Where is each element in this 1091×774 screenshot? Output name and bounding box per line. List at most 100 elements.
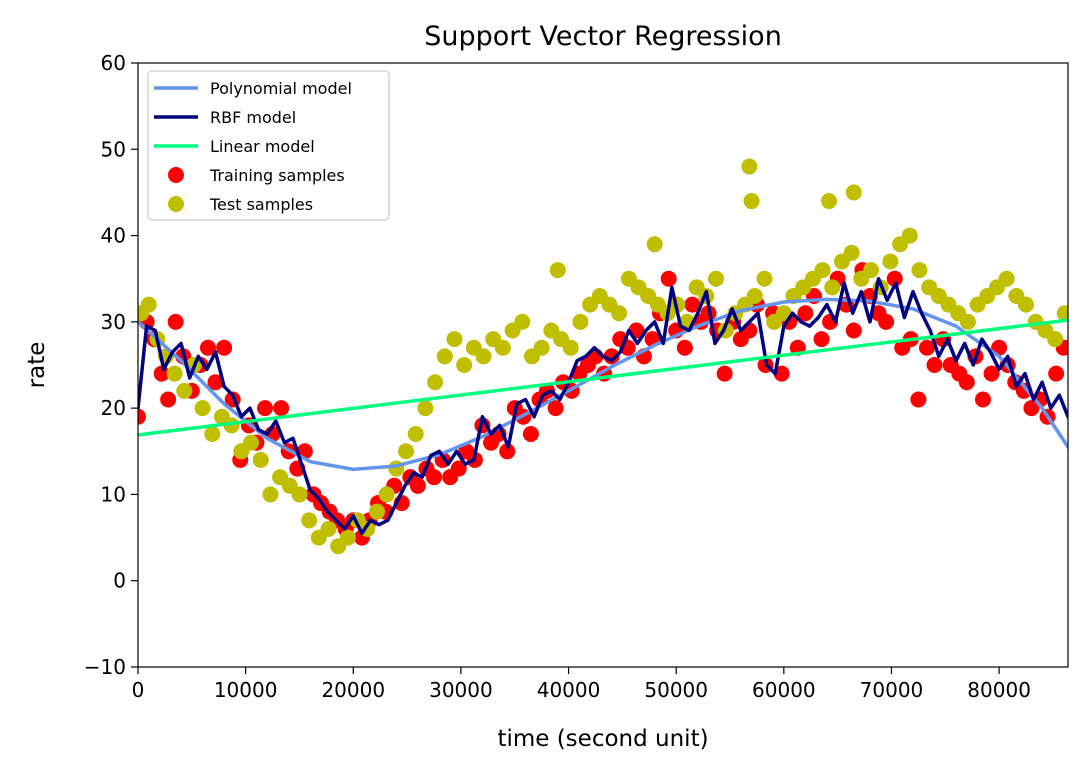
polynomial-model-line — [138, 297, 1068, 472]
x-axis-ticks: 0 10000 20000 30000 40000 50000 60000 70000 8000… — [132, 667, 1031, 702]
y-tick-label: 0 — [113, 569, 126, 593]
training-samples-point — [1048, 365, 1065, 382]
test-samples-point — [562, 339, 579, 356]
training-samples-point — [958, 374, 975, 391]
test-samples-point — [646, 236, 663, 253]
test-samples-point — [339, 529, 356, 546]
training-samples-point — [676, 339, 693, 356]
training-samples-point — [910, 391, 927, 408]
test-samples-point — [475, 348, 492, 365]
test-samples-point — [378, 486, 395, 503]
legend-entry-label: Polynomial model — [210, 79, 352, 98]
test-samples-point — [1018, 296, 1035, 313]
training-samples-point — [499, 443, 516, 460]
test-samples-point — [824, 279, 841, 296]
legend-box — [147, 70, 390, 221]
test-samples-point — [456, 357, 473, 373]
test-samples-point — [262, 486, 279, 503]
test-samples-point — [1056, 305, 1068, 322]
training-samples-point — [878, 313, 895, 330]
test-samples-point — [398, 443, 415, 460]
training-samples-point — [845, 322, 862, 339]
y-tick-label: 20 — [101, 396, 126, 420]
test-samples-point — [427, 374, 444, 391]
test-samples-point — [194, 400, 211, 417]
x-tick-label: 30000 — [429, 678, 493, 702]
training-samples-point — [974, 391, 991, 408]
test-samples-point — [708, 270, 725, 287]
test-samples-point — [514, 313, 531, 330]
test-samples-series — [138, 158, 1068, 555]
x-tick-label: 70000 — [860, 678, 924, 702]
x-tick-label: 0 — [132, 678, 145, 702]
training-samples-point — [160, 391, 177, 408]
training-samples-point — [216, 339, 233, 356]
training-samples-point — [660, 270, 677, 287]
test-samples-point — [301, 512, 318, 529]
chart-title: Support Vector Regression — [424, 21, 782, 52]
test-samples-point — [417, 400, 434, 417]
x-axis-label: time (second unit) — [497, 726, 708, 752]
test-samples-point — [140, 296, 157, 313]
test-samples-legend-swatch — [168, 196, 184, 212]
test-samples-point — [746, 287, 763, 304]
test-samples-point — [572, 313, 589, 330]
test-samples-point — [901, 227, 918, 244]
test-samples-point — [1047, 331, 1064, 348]
y-tick-label: 50 — [101, 137, 126, 161]
test-samples-point — [494, 339, 511, 356]
training-samples-point — [409, 477, 426, 494]
x-tick-label: 50000 — [644, 678, 708, 702]
training-samples-point — [926, 357, 943, 373]
test-samples-point — [549, 262, 566, 279]
training-samples-point — [199, 339, 216, 356]
series-layer — [138, 158, 1068, 555]
test-samples-point — [863, 262, 880, 279]
training-samples-point — [426, 469, 443, 486]
test-samples-point — [756, 270, 773, 287]
test-samples-point — [176, 382, 193, 399]
test-samples-point — [882, 253, 899, 270]
legend-entry-label: Test samples — [209, 195, 313, 214]
test-samples-point — [436, 348, 453, 365]
training-samples-point — [684, 296, 701, 313]
training-samples-point — [273, 400, 290, 417]
training-samples-point — [547, 400, 564, 417]
x-tick-label: 10000 — [214, 678, 278, 702]
test-samples-point — [204, 426, 221, 443]
test-samples-point — [243, 434, 260, 451]
test-samples-point — [821, 193, 838, 210]
training-samples-point — [450, 460, 467, 477]
training-samples-point — [207, 374, 224, 391]
training-samples-point — [813, 331, 830, 348]
training-samples-point — [741, 322, 758, 339]
test-samples-point — [743, 193, 760, 210]
training-samples-point — [257, 400, 274, 417]
test-samples-point — [741, 158, 758, 175]
training-samples-point — [167, 313, 184, 330]
test-samples-point — [843, 244, 860, 261]
y-tick-label: 10 — [101, 482, 126, 506]
training-samples-point — [918, 339, 935, 356]
y-axis-label: rate — [24, 342, 50, 389]
training-samples-point — [153, 365, 170, 382]
legend-entry-label: Training samples — [209, 166, 345, 185]
training-samples-point — [983, 365, 1000, 382]
x-tick-label: 40000 — [537, 678, 601, 702]
y-tick-label: −10 — [84, 655, 126, 679]
test-samples-point — [291, 486, 308, 503]
test-samples-point — [845, 184, 862, 201]
test-samples-point — [611, 305, 628, 322]
test-samples-point — [533, 339, 550, 356]
y-tick-label: 40 — [101, 224, 126, 248]
test-samples-point — [814, 262, 831, 279]
training-samples-series — [138, 262, 1068, 546]
test-samples-point — [911, 262, 928, 279]
training-samples-legend-swatch — [168, 167, 184, 183]
test-samples-point — [446, 331, 463, 348]
x-tick-label: 20000 — [321, 678, 385, 702]
legend: Polynomial model RBF model Linear model Tra… — [147, 70, 390, 221]
rbf-model-line — [138, 276, 1068, 536]
test-samples-point — [166, 365, 183, 382]
